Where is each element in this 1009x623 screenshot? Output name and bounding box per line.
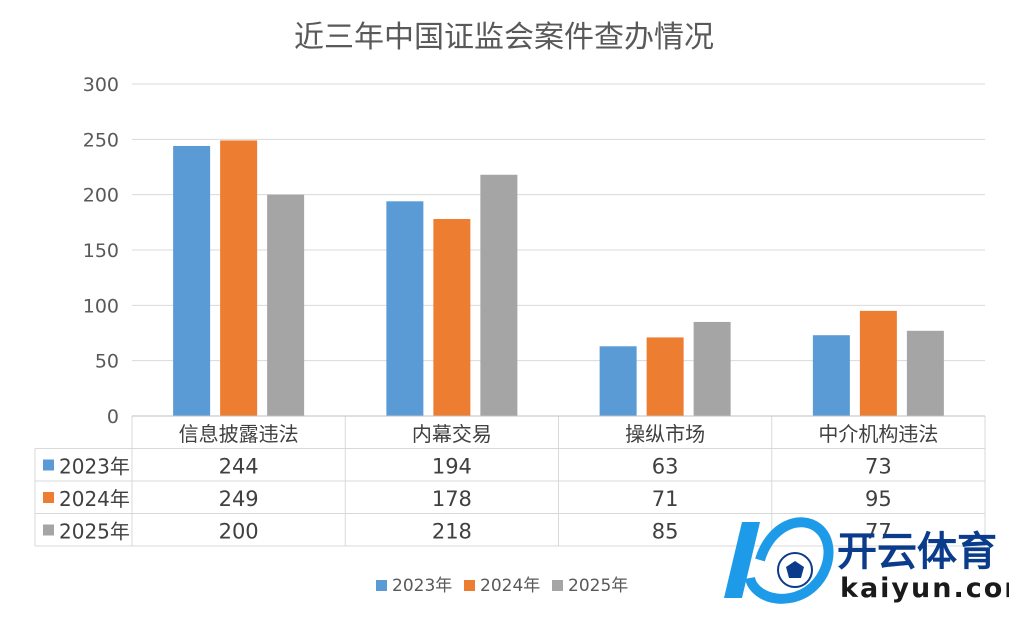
y-tick-label: 200 [83,185,119,207]
bar [386,201,424,416]
legend-label: 2024年 [480,576,540,596]
chart-gridlines [132,83,985,417]
legend-swatch [552,580,563,591]
watermark-text-en: kaiyun.com [840,573,1009,604]
bar [693,321,731,416]
chart-legend: 2023年 2024年 2025年 [376,576,628,596]
table-legend-swatch [43,524,54,536]
kaiyun-logo-icon [724,517,834,604]
bar [433,219,471,416]
chart-bars [173,140,944,416]
table-cell-value: 63 [652,455,679,479]
table-series-label: 2023年 [59,455,130,479]
table-legend-swatch [43,459,54,471]
bar [173,145,211,416]
bar [480,174,518,416]
y-tick-label: 50 [95,351,119,373]
data-table: 信息披露违法 内幕交易 操纵市场 中介机构违法 2023年 244 194 63 73 2024年… [34,415,986,547]
category-label: 内幕交易 [412,422,492,446]
table-cell-value: 73 [865,455,892,479]
table-legend-swatch [43,492,54,503]
bar [220,140,258,416]
table-cell-value: 194 [432,455,472,479]
table-cell-value: 249 [219,487,259,511]
bar [859,310,897,416]
table-cell-value: 85 [652,520,679,544]
category-label: 中介机构违法 [818,422,938,446]
y-tick-label: 300 [83,74,119,96]
legend-swatch [376,580,387,591]
bar [599,346,637,416]
table-cell-value: 200 [219,520,259,544]
table-series-label: 2024年 [59,487,130,511]
y-tick-label: 250 [83,129,119,151]
bar [906,330,944,416]
category-label: 信息披露违法 [179,422,299,446]
table-series-label: 2025年 [59,520,130,544]
y-tick-label: 150 [83,240,119,262]
y-tick-label: 100 [83,295,119,317]
y-axis: 0 50 100 150 200 250 300 [83,74,119,428]
bar [646,337,684,416]
table-cell-value: 244 [219,455,259,479]
category-label: 操纵市场 [625,422,705,446]
y-tick-label: 0 [107,406,119,428]
chart-title: 近三年中国证监会案件查办情况 [294,20,714,55]
kaiyun-watermark: 开云体育 kaiyun.com [724,517,1009,604]
legend-label: 2025年 [568,576,628,596]
table-cell-value: 178 [432,487,472,511]
legend-swatch [464,580,475,591]
watermark-text-cn: 开云体育 [837,529,997,575]
table-cell-value: 95 [865,487,892,511]
table-cell-value: 77 [865,520,892,544]
table-cell-value: 218 [432,520,472,544]
legend-label: 2023年 [392,576,452,596]
table-cell-value: 71 [652,487,679,511]
bar [267,194,305,416]
bar [812,335,850,416]
